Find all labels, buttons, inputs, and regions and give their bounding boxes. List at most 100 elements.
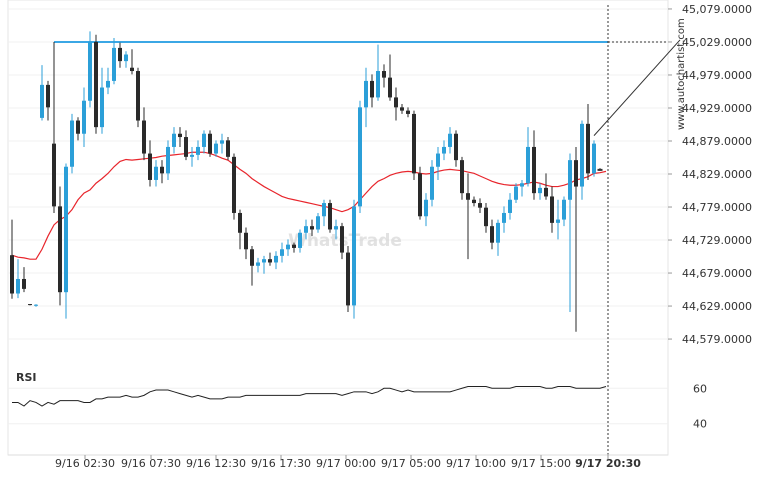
candle-body <box>478 203 482 208</box>
candle <box>586 104 590 180</box>
candle-body <box>208 133 212 154</box>
candle <box>40 65 44 121</box>
candle <box>556 199 560 240</box>
candle-body <box>376 71 380 98</box>
candle <box>178 127 182 147</box>
candle-body <box>268 259 272 263</box>
candle-body <box>406 110 410 114</box>
candle-body <box>448 133 452 147</box>
candle-body <box>532 146 536 194</box>
candle <box>418 166 422 220</box>
candle-body <box>424 199 428 217</box>
time-tick-label: 9/16 07:30 <box>121 457 181 470</box>
candle <box>352 199 356 319</box>
candle-body <box>142 120 146 154</box>
candle-body <box>436 153 440 167</box>
candle <box>424 193 428 227</box>
candle <box>550 186 554 233</box>
candle <box>172 127 176 154</box>
candle-body <box>316 216 320 230</box>
candle <box>292 242 296 253</box>
candle <box>430 160 434 207</box>
candle <box>148 140 152 187</box>
candle-body <box>52 143 56 207</box>
candle <box>520 179 524 197</box>
candle <box>238 209 242 250</box>
candle <box>82 87 86 147</box>
time-tick-label: 9/17 00:00 <box>316 457 376 470</box>
candle <box>202 130 206 154</box>
candle <box>94 34 98 134</box>
candle <box>196 140 200 161</box>
candle <box>310 219 314 237</box>
candle <box>597 168 603 171</box>
candle-body <box>274 255 278 263</box>
time-tick-label: 9/17 15:00 <box>511 457 571 470</box>
candle <box>466 173 470 260</box>
candle-body <box>586 123 590 174</box>
candle-body <box>286 244 290 250</box>
candle <box>70 113 74 174</box>
candle-body <box>76 120 80 134</box>
candle-body <box>160 166 164 174</box>
price-tick-label: 44,729.0000 <box>682 234 752 247</box>
candle-body <box>370 80 374 98</box>
candle <box>268 252 272 266</box>
candle <box>340 222 344 260</box>
rsi-axis: 60 40 <box>8 382 707 431</box>
candle-body <box>490 226 494 243</box>
candle-body <box>580 123 584 187</box>
price-tick-label: 45,029.0000 <box>682 36 752 49</box>
candle <box>244 227 248 260</box>
candle <box>502 206 506 233</box>
resistance-level <box>54 39 681 136</box>
candle-body <box>340 226 344 253</box>
rsi-series-line <box>12 386 607 407</box>
candle-body <box>472 199 476 204</box>
candle <box>280 242 284 263</box>
time-tick-label: 9/17 05:00 <box>381 457 441 470</box>
candle <box>112 38 116 85</box>
candle <box>394 87 398 121</box>
price-tick-label: 44,579.0000 <box>682 333 752 346</box>
candle-body <box>196 146 200 155</box>
candle-body <box>148 153 152 180</box>
time-tick-label: 9/16 17:30 <box>251 457 311 470</box>
candle-body <box>262 259 266 263</box>
candle-body <box>412 113 416 174</box>
candle-body <box>112 47 116 81</box>
candle-body <box>124 54 128 62</box>
candle-body <box>430 166 434 200</box>
candle <box>334 219 338 240</box>
candle <box>580 120 584 200</box>
candle <box>478 198 482 213</box>
candle <box>346 245 350 312</box>
candle-body <box>550 196 554 223</box>
candle <box>58 186 62 306</box>
candle <box>364 67 368 128</box>
candle <box>136 67 140 128</box>
candle <box>76 117 80 141</box>
candle-body <box>562 199 566 220</box>
candle <box>256 257 260 273</box>
time-tick-label: 9/16 02:30 <box>55 457 115 470</box>
candle <box>574 146 578 332</box>
time-tick-label: 9/17 10:00 <box>446 457 506 470</box>
price-tick-label: 44,879.0000 <box>682 135 752 148</box>
candle <box>16 259 20 299</box>
candle <box>448 127 452 154</box>
candle <box>208 130 212 157</box>
candle <box>250 245 254 286</box>
candle <box>370 74 374 108</box>
candle <box>376 44 380 101</box>
candle-body <box>100 87 104 128</box>
price-tick-label: 44,979.0000 <box>682 69 752 82</box>
candle-body <box>460 160 464 194</box>
candle-body <box>244 232 248 250</box>
candle-body <box>256 262 260 266</box>
candle-body <box>292 244 296 248</box>
candle-body <box>597 168 603 171</box>
candle <box>304 219 308 240</box>
candle <box>88 31 92 108</box>
